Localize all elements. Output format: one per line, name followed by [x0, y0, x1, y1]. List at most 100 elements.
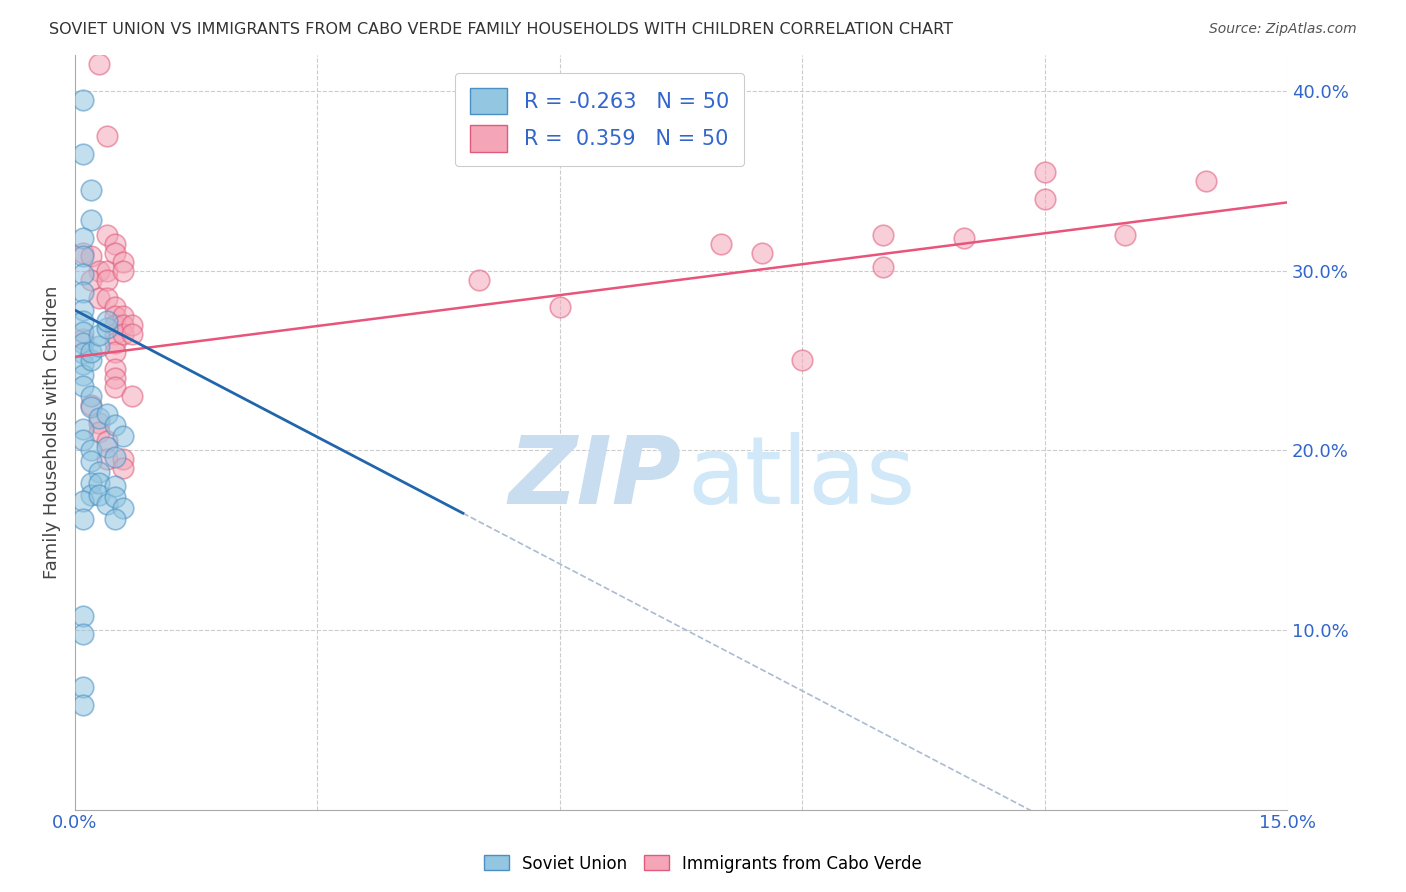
Point: [80, 398, 103, 412]
Point: [112, 500, 135, 515]
Point: [72, 433, 94, 447]
Point: [96, 314, 118, 328]
Point: [72, 357, 94, 371]
Text: Source: ZipAtlas.com: Source: ZipAtlas.com: [1209, 22, 1357, 37]
Point: [72, 285, 94, 300]
Point: [1114, 227, 1136, 242]
Point: [96, 434, 118, 449]
Point: [121, 318, 143, 332]
Point: [72, 422, 94, 436]
Point: [72, 493, 94, 508]
Point: [104, 450, 127, 465]
Point: [72, 249, 94, 263]
Text: ZIP: ZIP: [508, 432, 681, 524]
Point: [121, 326, 143, 341]
Point: [80, 249, 103, 263]
Point: [80, 344, 103, 359]
Point: [104, 236, 127, 251]
Point: [104, 335, 127, 350]
Point: [104, 490, 127, 504]
Point: [112, 452, 135, 467]
Point: [72, 245, 94, 260]
Point: [80, 443, 103, 458]
Point: [96, 291, 118, 305]
Point: [1195, 174, 1218, 188]
Point: [72, 335, 94, 350]
Y-axis label: Family Households with Children: Family Households with Children: [44, 285, 60, 579]
Point: [1033, 192, 1056, 206]
Point: [80, 353, 103, 368]
Point: [80, 475, 103, 490]
Point: [104, 479, 127, 493]
Point: [89, 488, 111, 502]
Point: [72, 325, 94, 339]
Point: [104, 245, 127, 260]
Point: [89, 263, 111, 277]
Point: [121, 389, 143, 403]
Point: [72, 314, 94, 328]
Point: [104, 318, 127, 332]
Point: [72, 303, 94, 318]
Point: [89, 425, 111, 440]
Point: [72, 267, 94, 281]
Point: [89, 417, 111, 431]
Point: [80, 389, 103, 403]
Point: [89, 465, 111, 479]
Point: [751, 245, 773, 260]
Point: [89, 291, 111, 305]
Point: [72, 368, 94, 382]
Point: [104, 326, 127, 341]
Point: [89, 328, 111, 343]
Point: [104, 418, 127, 433]
Point: [104, 371, 127, 385]
Point: [96, 128, 118, 143]
Legend: R = -0.263   N = 50, R =  0.359   N = 50: R = -0.263 N = 50, R = 0.359 N = 50: [456, 73, 744, 166]
Point: [96, 497, 118, 511]
Point: [953, 231, 976, 245]
Point: [72, 681, 94, 695]
Point: [72, 511, 94, 525]
Point: [112, 326, 135, 341]
Point: [72, 346, 94, 360]
Point: [89, 411, 111, 425]
Point: [72, 93, 94, 107]
Point: [72, 231, 94, 245]
Point: [104, 300, 127, 314]
Point: [792, 353, 814, 368]
Point: [1033, 165, 1056, 179]
Point: [80, 400, 103, 414]
Point: [89, 339, 111, 353]
Point: [112, 254, 135, 268]
Point: [72, 332, 94, 346]
Legend: Soviet Union, Immigrants from Cabo Verde: Soviet Union, Immigrants from Cabo Verde: [477, 848, 929, 880]
Point: [96, 273, 118, 287]
Point: [112, 461, 135, 475]
Point: [72, 378, 94, 392]
Point: [104, 362, 127, 376]
Point: [80, 273, 103, 287]
Point: [872, 227, 894, 242]
Point: [104, 511, 127, 525]
Point: [104, 380, 127, 394]
Point: [112, 318, 135, 332]
Point: [96, 408, 118, 422]
Point: [96, 440, 118, 454]
Point: [104, 344, 127, 359]
Point: [710, 236, 733, 251]
Point: [80, 183, 103, 197]
Point: [96, 263, 118, 277]
Text: SOVIET UNION VS IMMIGRANTS FROM CABO VERDE FAMILY HOUSEHOLDS WITH CHILDREN CORRE: SOVIET UNION VS IMMIGRANTS FROM CABO VER…: [49, 22, 953, 37]
Point: [80, 488, 103, 502]
Point: [112, 429, 135, 443]
Point: [548, 300, 571, 314]
Point: [89, 475, 111, 490]
Point: [72, 698, 94, 713]
Point: [72, 147, 94, 161]
Point: [872, 260, 894, 274]
Point: [72, 608, 94, 623]
Point: [80, 213, 103, 227]
Point: [89, 57, 111, 71]
Point: [96, 227, 118, 242]
Point: [72, 626, 94, 640]
Point: [104, 309, 127, 323]
